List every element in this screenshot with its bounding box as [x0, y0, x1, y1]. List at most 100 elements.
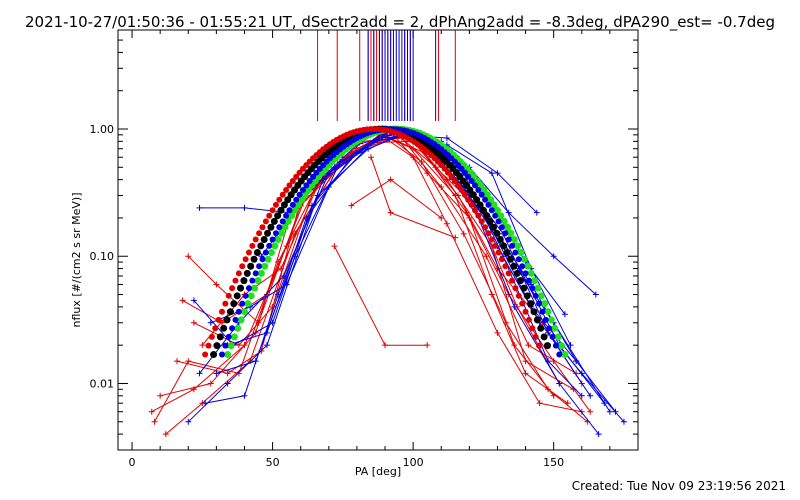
red-model-point [536, 342, 543, 349]
green-model-point [267, 249, 275, 257]
red-data-point [522, 358, 529, 365]
blue-model-point [289, 201, 296, 208]
black-model-point [260, 236, 268, 244]
green-model-point [493, 206, 501, 214]
green-model-point [264, 255, 272, 263]
blue-model-point [542, 316, 549, 323]
blue-data-point [587, 392, 594, 399]
red-model-point [482, 224, 489, 231]
black-model-point [250, 255, 258, 263]
red-data-point [148, 408, 155, 415]
red-data-point [410, 154, 417, 161]
blue-data-point [263, 329, 270, 336]
blue-model-point [269, 236, 276, 243]
black-model-point [210, 351, 218, 359]
red-data-point [494, 265, 501, 272]
red-data-point [213, 281, 220, 288]
blue-model-point [276, 224, 283, 231]
blue-data-point [550, 253, 557, 260]
green-model-point [230, 333, 238, 341]
red-model-point [262, 218, 269, 225]
green-model-point [544, 308, 552, 316]
black-model-point [223, 316, 231, 324]
blue-data-point [443, 134, 450, 141]
green-model-point [554, 333, 562, 341]
green-model-point [561, 351, 569, 359]
blue-model-point [502, 230, 509, 237]
green-model-point [531, 277, 539, 285]
red-model-point [455, 182, 462, 189]
blue-model-point [495, 218, 502, 225]
green-model-point [257, 269, 265, 277]
blue-data-point [213, 370, 220, 377]
blue-model-point [522, 270, 529, 277]
red-model-point [229, 285, 236, 292]
red-data-point [443, 220, 450, 227]
red-model-point [252, 236, 259, 243]
blue-model-point [259, 256, 266, 263]
blue-model-point [299, 186, 306, 193]
black-model-point [473, 196, 481, 204]
green-model-point [298, 196, 306, 204]
red-model-point [239, 263, 246, 270]
green-model-point [483, 191, 491, 199]
red-model-point [245, 249, 252, 256]
black-model-point [510, 262, 518, 270]
green-model-point [271, 242, 279, 250]
green-model-point [244, 300, 252, 308]
green-model-point [294, 201, 302, 209]
blue-model-point [492, 212, 499, 219]
red-model-point [498, 256, 505, 263]
blue-data-point [207, 319, 214, 326]
red-data-point [224, 370, 231, 377]
red-data-point [199, 342, 206, 349]
red-model-point [215, 316, 222, 323]
red-data-point [387, 209, 394, 216]
black-model-point [264, 229, 272, 237]
red-data-point [424, 170, 431, 177]
black-model-point [540, 333, 548, 341]
green-model-point [234, 324, 242, 332]
blue-model-point [286, 207, 293, 214]
red-model-point [471, 207, 478, 214]
x-tick-label: 50 [266, 456, 280, 469]
red-data-point [174, 358, 181, 365]
blue-model-point [266, 242, 273, 249]
blue-model-point [556, 351, 563, 358]
red-data-point [460, 230, 467, 237]
black-model-point [543, 342, 551, 350]
red-model-point [519, 300, 526, 307]
blue-model-point [552, 342, 559, 349]
blue-model-point [529, 285, 536, 292]
green-model-point [288, 212, 296, 220]
blue-model-point [475, 186, 482, 193]
red-data-point [235, 342, 242, 349]
blue-model-point [482, 196, 489, 203]
blue-data-point [578, 392, 585, 399]
blue-model-point [515, 256, 522, 263]
red-model-point [279, 191, 286, 198]
created-timestamp: Created: Tue Nov 09 23:19:56 2021 [571, 479, 786, 493]
green-model-point [497, 212, 505, 220]
blue-data-point [241, 392, 248, 399]
red-model-point [488, 236, 495, 243]
red-model-point [448, 173, 455, 180]
black-model-point [280, 201, 288, 209]
x-tick-label: 150 [543, 456, 564, 469]
blue-data-point [196, 370, 203, 377]
red-data-point [522, 370, 529, 377]
blue-model-point [549, 333, 556, 340]
red-model-point [286, 182, 293, 189]
black-model-point [213, 342, 221, 350]
red-model-point [283, 186, 290, 193]
blue-data-point [320, 176, 327, 183]
red-model-point [205, 342, 212, 349]
blue-model-point [465, 173, 472, 180]
blue-data-point [185, 418, 192, 425]
blue-data-point [494, 170, 501, 177]
green-model-point [520, 255, 528, 263]
red-data-point [587, 408, 594, 415]
red-model-point [256, 230, 263, 237]
red-model-point [529, 325, 536, 332]
green-model-point [251, 284, 259, 292]
